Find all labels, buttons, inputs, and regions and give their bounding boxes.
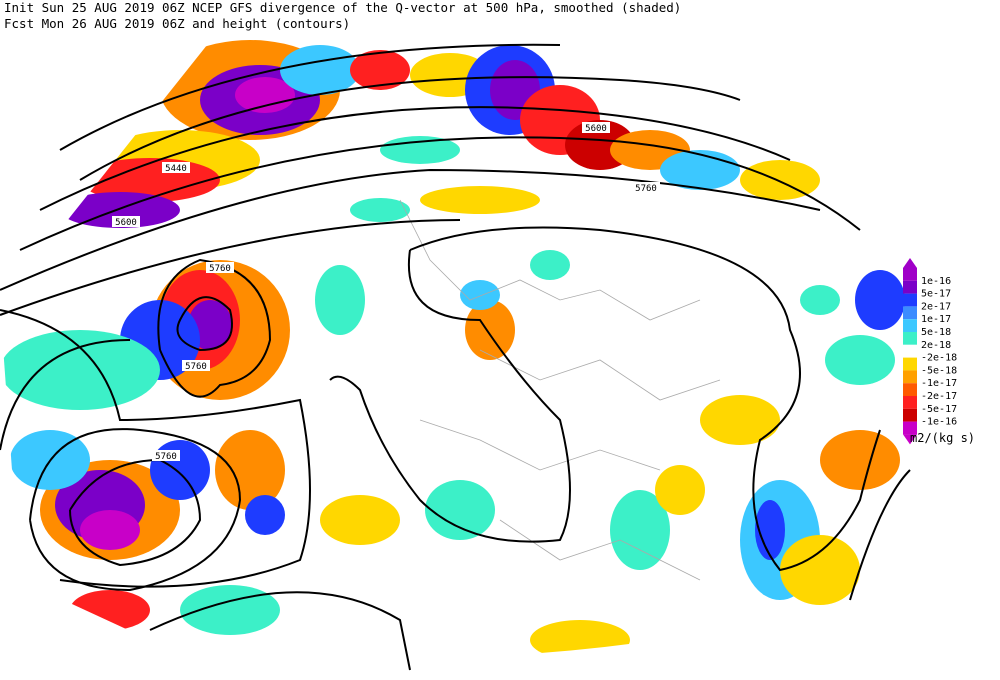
colorbar-swatch [903,268,917,281]
header-line: Init Sun 25 AUG 2019 06Z NCEP GFS diverg… [4,0,681,15]
contour-label-bg [182,360,210,371]
colorbar-swatch [903,344,917,358]
colorbar-label: 2e-17 [921,301,951,312]
contour-label: 5760 [155,452,177,462]
colorbar-swatch [903,357,917,371]
colorbar-label: 5e-17 [921,289,951,300]
colorbar-units: m2/(kg s) [910,431,975,445]
colorbar-label: 5e-18 [921,327,951,338]
contour-label: 5760 [185,362,207,372]
colorbar-arrow [903,258,917,268]
contour-label-bg [152,450,180,461]
contour-label-bg [162,162,190,173]
contour-label: 5600 [115,218,137,228]
contour-label-bg [206,262,234,273]
contour-label-bg [632,182,660,193]
colorbar-label: -1e-17 [921,378,957,389]
contour-label-bg [112,216,140,227]
colorbar-label: 1e-16 [921,276,951,287]
colorbar-swatch [903,293,917,307]
colorbar-label: -2e-18 [921,353,957,364]
colorbar-swatch [903,408,917,422]
contour-label-bg [582,122,610,133]
colorbar-swatch [903,332,917,345]
contour-labels: 5440 5600 5760 5760 5760 5600 5760 [112,122,660,462]
colorbar-label: 2e-18 [921,340,951,351]
colorbar-swatch [903,280,917,294]
contour-label: 5440 [165,164,187,174]
colorbar-label: 1e-17 [921,314,951,325]
shaded-field [0,31,910,658]
borders [399,199,721,581]
colorbar-swatch [903,319,917,332]
colorbar-swatch [903,396,917,409]
colorbar-label: -1e-16 [921,417,957,428]
colorbar-swatch [903,383,917,396]
colorbar-label: -2e-17 [921,391,957,402]
colorbar-swatch [903,306,917,320]
contour-label: 5760 [635,184,657,194]
colorbar-label: -5e-18 [921,365,957,376]
colorbar-label: -5e-17 [921,404,957,415]
colorbar-swatch [903,370,917,384]
contour-label: 5760 [209,264,231,274]
header-line: Fcst Mon 26 AUG 2019 06Z and height (con… [4,16,350,31]
contour-label: 5600 [585,124,607,134]
contours [0,43,911,671]
colorbar: 1e-165e-172e-171e-175e-182e-18-2e-18-5e-… [903,258,957,445]
colorbar-swatch [903,421,917,435]
colorbar-arrow [903,434,917,445]
